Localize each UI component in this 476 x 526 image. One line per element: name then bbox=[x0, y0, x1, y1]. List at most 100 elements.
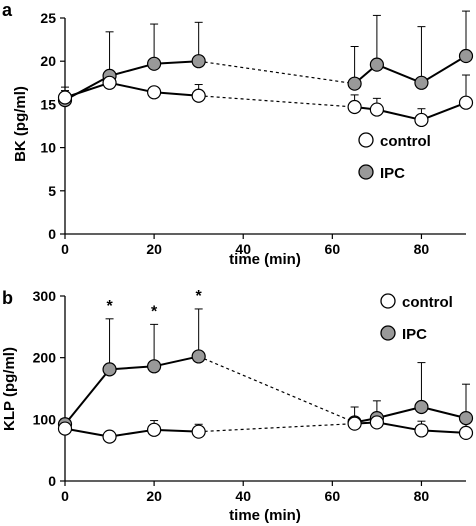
series-line-control bbox=[64, 81, 110, 99]
data-point-ipc bbox=[347, 76, 362, 91]
significance-star: * bbox=[196, 288, 203, 305]
panel-a: a BK (pg/ml) time (min) control IPC 0 5 10… bbox=[2, 0, 474, 268]
legend-item-ipc: IPC bbox=[358, 164, 405, 182]
y-tick-label: 300 bbox=[33, 288, 57, 304]
error-bars bbox=[61, 10, 470, 120]
series-line-control bbox=[64, 427, 110, 438]
significance-star: * bbox=[106, 298, 113, 315]
series-line-ipc bbox=[198, 60, 355, 85]
y-tick-label: 20 bbox=[40, 53, 56, 69]
series-line-control bbox=[109, 81, 155, 94]
legend-item-control: control bbox=[358, 132, 431, 150]
data-point-control bbox=[347, 416, 362, 431]
x-tick-label: 20 bbox=[146, 488, 162, 504]
y-tick-label: 25 bbox=[40, 10, 56, 26]
series-line-control bbox=[198, 423, 355, 433]
series-points bbox=[57, 349, 474, 444]
series-line-control bbox=[376, 421, 422, 432]
legend-label: IPC bbox=[402, 326, 427, 343]
panel-letter: b bbox=[2, 288, 13, 308]
data-point-control bbox=[414, 423, 429, 438]
series-line-ipc bbox=[198, 355, 355, 423]
x-axis-label: time (min) bbox=[229, 507, 301, 524]
series-points bbox=[57, 48, 474, 128]
data-point-control bbox=[369, 102, 384, 117]
series-line-ipc bbox=[421, 406, 467, 420]
data-point-ipc bbox=[414, 75, 429, 90]
legend-marker bbox=[358, 164, 374, 180]
data-point-ipc bbox=[369, 57, 384, 72]
data-point-control bbox=[414, 112, 429, 128]
data-point-ipc bbox=[147, 359, 162, 374]
x-tick-label: 20 bbox=[146, 241, 162, 257]
x-tick-label: 0 bbox=[61, 488, 69, 504]
data-point-control bbox=[147, 85, 162, 100]
legend-label: control bbox=[402, 294, 453, 311]
series-line-control bbox=[154, 428, 199, 433]
series-line-ipc bbox=[376, 63, 422, 84]
y-tick-label: 0 bbox=[48, 473, 56, 489]
series-line-ipc bbox=[420, 55, 467, 84]
y-tick-label: 10 bbox=[40, 140, 56, 156]
series-line-ipc bbox=[64, 368, 111, 425]
series-line-control bbox=[154, 91, 199, 97]
data-point-control bbox=[102, 429, 117, 444]
data-point-control bbox=[458, 95, 474, 110]
data-point-control bbox=[102, 75, 117, 90]
legend: control IPC bbox=[380, 293, 453, 343]
panel-b: b KLP (pg/ml) time (min) control IPC 0 10… bbox=[1, 288, 474, 524]
data-point-ipc bbox=[191, 54, 206, 69]
legend-marker bbox=[380, 325, 396, 341]
legend-marker bbox=[380, 293, 396, 309]
legend-marker bbox=[358, 132, 374, 148]
series-line-ipc bbox=[109, 62, 155, 77]
x-tick-label: 0 bbox=[61, 241, 69, 257]
series-lines bbox=[64, 355, 467, 438]
x-axis-label: time (min) bbox=[229, 251, 301, 268]
x-tick-label: 40 bbox=[235, 488, 251, 504]
y-tick-label: 100 bbox=[33, 411, 57, 427]
legend: control IPC bbox=[358, 132, 431, 182]
series-line-control bbox=[198, 95, 355, 108]
data-point-ipc bbox=[458, 411, 474, 426]
series-line-control bbox=[421, 429, 467, 434]
series-line-ipc bbox=[154, 60, 199, 65]
legend-item-ipc: IPC bbox=[380, 325, 427, 343]
legend-label: control bbox=[380, 133, 431, 150]
series-line-control bbox=[421, 101, 467, 121]
series-line-control bbox=[109, 428, 155, 438]
x-tick-label: 80 bbox=[414, 488, 430, 504]
panel-letter: a bbox=[2, 0, 13, 20]
y-tick-label: 15 bbox=[40, 96, 56, 112]
data-point-ipc bbox=[102, 362, 117, 377]
series-line-ipc bbox=[376, 406, 422, 420]
data-point-control bbox=[458, 425, 474, 440]
y-tick-label: 200 bbox=[33, 350, 57, 366]
data-point-control bbox=[347, 99, 362, 115]
y-tick-label: 5 bbox=[48, 183, 56, 199]
data-point-ipc bbox=[191, 349, 206, 364]
y-axis-label: KLP (pg/ml) bbox=[1, 347, 18, 431]
x-tick-label: 80 bbox=[414, 241, 430, 257]
data-point-control bbox=[191, 424, 206, 439]
series-line-ipc bbox=[153, 355, 199, 368]
x-tick-label: 60 bbox=[325, 241, 341, 257]
data-point-control bbox=[147, 422, 162, 437]
data-point-ipc bbox=[458, 48, 474, 64]
significance-star: * bbox=[151, 303, 158, 320]
legend-label: IPC bbox=[380, 165, 405, 182]
axes: 0 100 200 300 0 20 40 60 80 bbox=[33, 288, 466, 504]
axes: 0 5 10 15 20 25 0 20 40 60 80 bbox=[40, 10, 466, 257]
data-point-control bbox=[191, 88, 206, 103]
data-point-control bbox=[369, 415, 384, 430]
series-line-ipc bbox=[109, 365, 155, 371]
legend-item-control: control bbox=[380, 293, 453, 311]
data-point-control bbox=[57, 90, 73, 105]
series-lines bbox=[64, 55, 467, 121]
y-tick-label: 0 bbox=[48, 226, 56, 242]
x-tick-label: 60 bbox=[325, 488, 341, 504]
y-axis-label: BK (pg/ml) bbox=[12, 86, 29, 162]
series-line-control bbox=[376, 108, 422, 121]
data-point-ipc bbox=[414, 399, 429, 415]
